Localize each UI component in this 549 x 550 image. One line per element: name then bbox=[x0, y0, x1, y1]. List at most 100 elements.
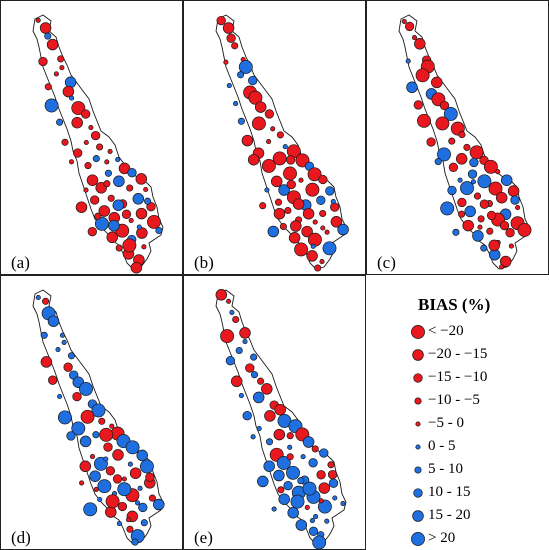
station-marker bbox=[298, 177, 304, 183]
station-marker bbox=[247, 153, 260, 166]
station-marker bbox=[103, 456, 109, 462]
station-marker bbox=[104, 169, 112, 177]
station-marker bbox=[318, 498, 324, 504]
station-marker bbox=[470, 179, 476, 185]
station-marker bbox=[238, 393, 244, 399]
station-marker bbox=[97, 479, 112, 494]
station-marker bbox=[259, 202, 267, 210]
station-marker bbox=[469, 157, 479, 168]
legend-label: 0 - 5 bbox=[428, 438, 456, 454]
station-marker bbox=[225, 356, 236, 366]
station-marker bbox=[127, 461, 133, 467]
station-marker bbox=[500, 174, 513, 186]
station-marker bbox=[302, 207, 315, 220]
station-marker bbox=[270, 126, 276, 132]
station-marker bbox=[305, 182, 320, 197]
legend-label: −20 - −15 bbox=[428, 346, 488, 362]
station-marker bbox=[477, 174, 492, 189]
station-marker bbox=[462, 219, 474, 232]
station-marker bbox=[455, 153, 468, 165]
legend-row: −5 - 0 bbox=[366, 413, 549, 435]
station-marker bbox=[241, 134, 254, 147]
station-marker bbox=[448, 137, 456, 145]
station-marker bbox=[284, 206, 292, 215]
station-marker bbox=[117, 482, 132, 497]
map-svg-a bbox=[32, 14, 164, 274]
station-marker bbox=[130, 261, 143, 274]
legend-marker bbox=[413, 373, 423, 383]
map-panel-b: (b) bbox=[183, 0, 366, 275]
station-marker bbox=[131, 538, 139, 546]
station-marker bbox=[495, 169, 501, 175]
station-marker bbox=[308, 526, 319, 536]
station-marker bbox=[458, 131, 466, 139]
station-marker bbox=[290, 220, 302, 232]
station-marker bbox=[467, 169, 478, 179]
station-marker bbox=[242, 339, 248, 345]
station-marker bbox=[434, 158, 442, 166]
station-marker bbox=[313, 514, 319, 520]
legend-label: 5 - 10 bbox=[428, 461, 463, 477]
station-marker bbox=[404, 21, 415, 32]
station-marker bbox=[103, 180, 111, 188]
station-marker bbox=[44, 32, 52, 40]
map-legend: BIAS (%) < −20 −20 - −15 −15 - −10 −10 -… bbox=[366, 275, 549, 550]
station-marker bbox=[431, 76, 443, 89]
station-marker bbox=[261, 383, 273, 395]
station-marker bbox=[271, 506, 277, 512]
station-marker bbox=[59, 332, 66, 338]
station-marker bbox=[129, 467, 142, 479]
legend-circle bbox=[411, 532, 425, 546]
station-marker bbox=[69, 95, 75, 101]
legend-circle bbox=[412, 510, 424, 522]
station-marker bbox=[231, 42, 239, 50]
station-marker bbox=[515, 205, 521, 211]
legend-row: > 20 bbox=[366, 528, 549, 550]
legend-circle bbox=[415, 421, 421, 427]
station-marker bbox=[460, 181, 474, 196]
station-marker bbox=[118, 162, 131, 175]
station-marker bbox=[98, 417, 106, 425]
station-marker bbox=[250, 371, 259, 379]
station-marker bbox=[116, 521, 122, 527]
station-marker bbox=[414, 38, 426, 50]
station-marker bbox=[71, 421, 86, 436]
station-marker bbox=[443, 106, 458, 121]
station-marker bbox=[112, 199, 125, 211]
station-marker bbox=[127, 168, 137, 178]
legend-label: −15 - −10 bbox=[428, 369, 488, 385]
station-marker bbox=[56, 118, 64, 126]
station-marker bbox=[287, 506, 299, 519]
station-marker bbox=[270, 175, 283, 188]
station-marker bbox=[232, 315, 240, 324]
station-marker bbox=[104, 159, 110, 165]
map-svg-e bbox=[215, 289, 347, 549]
station-marker bbox=[125, 517, 132, 523]
station-marker bbox=[136, 227, 148, 239]
station-marker bbox=[226, 83, 232, 89]
station-marker bbox=[126, 525, 134, 533]
station-marker bbox=[495, 191, 508, 204]
station-marker bbox=[330, 216, 343, 228]
station-marker bbox=[237, 117, 245, 125]
station-marker bbox=[112, 474, 123, 484]
station-marker bbox=[499, 220, 510, 231]
station-marker bbox=[87, 227, 97, 237]
station-marker bbox=[222, 22, 235, 34]
station-marker bbox=[89, 470, 101, 482]
station-marker bbox=[83, 502, 98, 517]
station-marker bbox=[488, 181, 503, 196]
station-marker bbox=[237, 71, 245, 79]
station-marker bbox=[92, 155, 100, 163]
legend-circle bbox=[414, 397, 422, 405]
station-marker bbox=[340, 501, 346, 507]
station-marker bbox=[274, 198, 283, 206]
station-marker bbox=[330, 202, 340, 212]
station-marker bbox=[136, 449, 148, 462]
station-marker bbox=[304, 504, 310, 510]
station-marker bbox=[132, 193, 145, 205]
station-marker bbox=[324, 518, 330, 524]
legend-circle bbox=[411, 325, 425, 339]
station-marker bbox=[447, 185, 457, 196]
map-svg-b bbox=[215, 14, 349, 272]
